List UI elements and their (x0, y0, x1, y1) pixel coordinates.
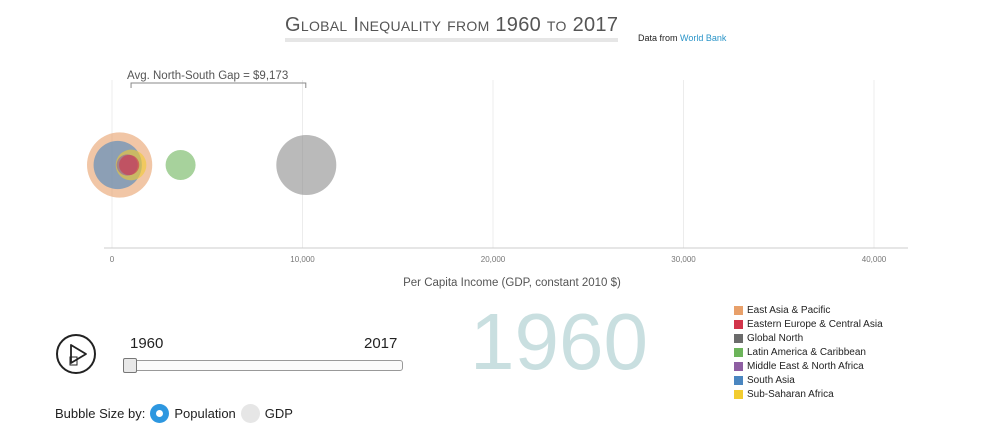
legend-label: South Asia (747, 374, 795, 386)
slider-start-label: 1960 (130, 335, 164, 352)
legend-item[interactable]: Sub-Saharan Africa (734, 387, 883, 401)
x-tick-label: 40,000 (862, 255, 887, 264)
bubble-size-label: Bubble Size by: (55, 406, 146, 421)
chart-title: Global Inequality from 1960 to 2017 (285, 14, 619, 42)
x-tick-label: 20,000 (481, 255, 506, 264)
data-bubble (119, 154, 140, 176)
x-axis-label: Per Capita Income (GDP, constant 2010 $) (403, 277, 621, 289)
play-icon (69, 344, 87, 366)
legend-item[interactable]: Latin America & Caribbean (734, 345, 883, 359)
legend-label: Global North (747, 332, 804, 344)
legend-label: Middle East & North Africa (747, 360, 864, 372)
legend-label: Latin America & Caribbean (747, 346, 866, 358)
gap-annotation-bracket (130, 82, 307, 88)
year-slider-handle[interactable] (123, 358, 137, 373)
gap-annotation-label: Avg. North-South Gap = $9,173 (127, 70, 288, 82)
legend-swatch (734, 361, 743, 371)
legend-swatch (734, 305, 743, 315)
region-legend: East Asia & Pacific Eastern Europe & Cent… (734, 303, 883, 401)
legend-item[interactable]: South Asia (734, 373, 883, 387)
population-radio[interactable] (150, 404, 170, 423)
x-tick-label: 0 (110, 255, 115, 264)
population-option-label: Population (174, 406, 236, 421)
legend-swatch (734, 333, 743, 343)
x-tick-label: 30,000 (671, 255, 696, 264)
bubble-size-control: Bubble Size by: Population GDP (55, 404, 293, 423)
chart-title-wrap: Global Inequality from 1960 to 2017 (285, 14, 619, 42)
legend-swatch (734, 347, 743, 357)
legend-swatch (734, 319, 743, 329)
play-button[interactable] (56, 334, 96, 374)
slider-end-label: 2017 (364, 335, 398, 352)
gdp-radio[interactable] (240, 404, 260, 423)
legend-item[interactable]: Eastern Europe & Central Asia (734, 317, 883, 331)
gdp-option-label: GDP (264, 406, 293, 421)
data-bubble (165, 150, 196, 180)
source-prefix: Data from (638, 33, 678, 43)
legend-label: Eastern Europe & Central Asia (747, 318, 883, 330)
legend-label: Sub-Saharan Africa (747, 388, 834, 400)
current-year-display: 1960 (470, 297, 648, 386)
legend-item[interactable]: East Asia & Pacific (734, 303, 883, 317)
legend-label: East Asia & Pacific (747, 304, 831, 316)
legend-swatch (734, 389, 743, 399)
legend-item[interactable]: Global North (734, 331, 883, 345)
bubble-chart: 0 10,000 20,000 30,000 40,000 Per Capita Inco… (87, 70, 908, 289)
legend-swatch (734, 375, 743, 385)
data-bubble (276, 135, 337, 195)
year-slider-track[interactable] (124, 360, 403, 371)
legend-item[interactable]: Middle East & North Africa (734, 359, 883, 373)
data-source: Data from World Bank (638, 33, 726, 43)
source-link[interactable]: World Bank (680, 33, 727, 43)
x-tick-label: 10,000 (290, 255, 315, 264)
